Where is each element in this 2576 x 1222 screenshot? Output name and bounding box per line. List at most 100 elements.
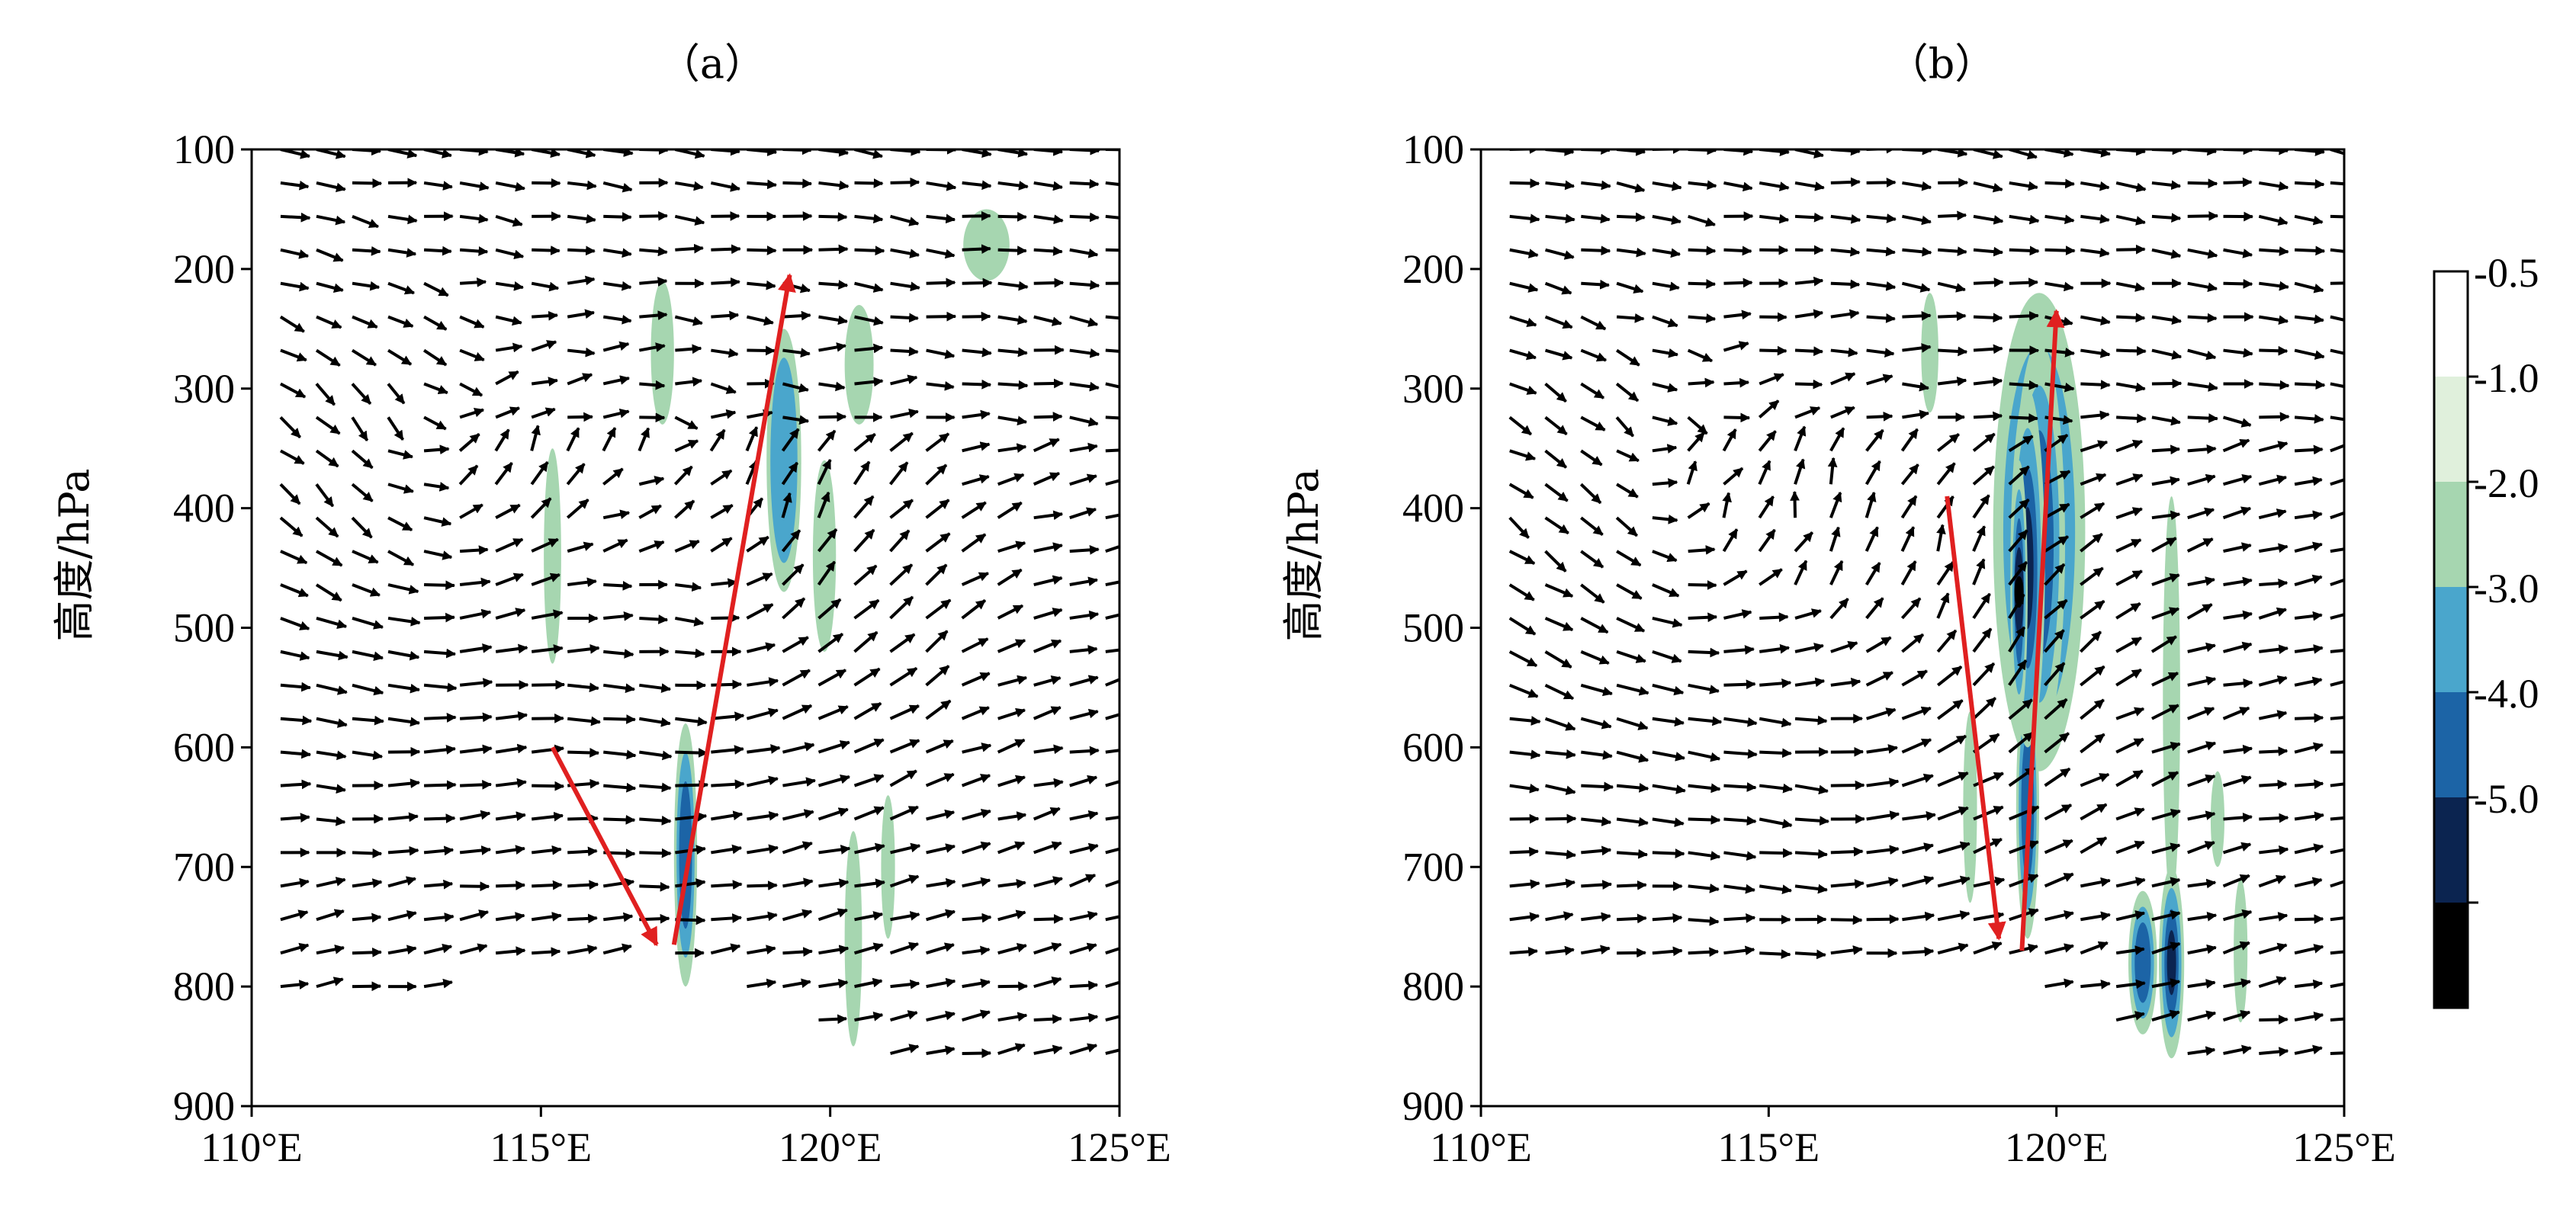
wind-vector [602, 248, 632, 258]
wind-vector [1830, 780, 1865, 791]
contour-area [2166, 930, 2176, 996]
wind-vector [889, 805, 919, 821]
wind-vector [280, 649, 310, 661]
colorbar-label: -1.0 [2474, 355, 2539, 401]
wind-vector [387, 812, 419, 823]
wind-vector [2294, 281, 2324, 293]
wind-vector [495, 946, 526, 957]
wind-vector [1688, 750, 1721, 762]
wind-vector [638, 504, 662, 519]
wind-vector [2223, 576, 2253, 587]
wind-vector [423, 315, 448, 331]
wind-vector [1973, 181, 2003, 193]
wind-vector [2223, 1044, 2252, 1055]
wind-vector [997, 675, 1028, 687]
wind-vector [2080, 348, 2111, 358]
wind-vector [2187, 473, 2216, 486]
wind-vector [854, 178, 884, 188]
wind-vector [495, 214, 523, 227]
wind-vector [423, 745, 457, 755]
wind-vector [745, 426, 759, 452]
wind-vector [1652, 444, 1678, 454]
wind-vector [2150, 537, 2177, 553]
wind-vector [1069, 315, 1099, 327]
wind-vector [460, 881, 490, 892]
wind-vector [1866, 348, 1895, 358]
wind-vector [1616, 181, 1646, 193]
wind-vector [854, 245, 885, 256]
wind-vector [1829, 598, 1849, 620]
wind-vector [997, 639, 1026, 653]
wind-vector [531, 912, 562, 922]
wind-vector [1508, 483, 1534, 499]
wind-vector [2294, 877, 2323, 888]
wind-vector [1616, 750, 1649, 763]
wind-vector [926, 843, 956, 855]
wind-vector [2044, 767, 2071, 787]
wind-vector [997, 473, 1025, 486]
wind-vector [2295, 245, 2326, 256]
wind-vector [1794, 379, 1823, 390]
wind-vector [316, 717, 348, 728]
wind-vector [1033, 942, 1062, 955]
y-tick-label: 100 [1402, 127, 1464, 172]
wind-vector [997, 841, 1026, 855]
wind-vector [1069, 746, 1100, 756]
wind-vector [746, 535, 769, 553]
wind-vector [567, 373, 593, 386]
wind-vector [997, 415, 1028, 426]
wind-vector [674, 439, 699, 453]
wind-vector [1580, 315, 1607, 331]
wind-vector [459, 744, 493, 755]
wind-vector [1901, 281, 1931, 293]
wind-vector [782, 877, 814, 888]
wind-vector [1105, 382, 1119, 389]
wind-vector [1972, 627, 1993, 653]
wind-vector [2115, 877, 2146, 888]
wind-vector [2080, 877, 2111, 888]
wind-vector [1580, 617, 1609, 634]
wind-vector [1759, 884, 1793, 895]
wind-vector [1794, 848, 1829, 859]
wind-vector [424, 612, 456, 623]
wind-vector [1652, 181, 1682, 191]
wind-vector [817, 908, 848, 922]
wind-vector [2187, 444, 2217, 454]
wind-vector [459, 181, 490, 191]
wind-vector [2150, 635, 2177, 653]
wind-vector [1069, 248, 1099, 258]
wind-vector [997, 707, 1026, 720]
wind-vector [2258, 607, 2287, 620]
wind-vector [1758, 399, 1780, 419]
wind-vector [387, 281, 416, 295]
wind-vector [746, 603, 774, 620]
wind-vector [423, 912, 454, 922]
wind-vector [316, 877, 346, 888]
wind-vector [531, 845, 562, 855]
wind-vector [2259, 746, 2289, 756]
wind-vector [747, 677, 779, 687]
wind-vector [1033, 510, 1064, 521]
wind-vector [1509, 315, 1537, 328]
wind-vector [1544, 348, 1573, 361]
wind-vector [1033, 807, 1061, 821]
wind-vector [890, 911, 920, 922]
wind-vector [962, 244, 991, 255]
wind-vector [2115, 910, 2146, 922]
highlight-arrow-1 [550, 746, 659, 947]
panel-a-axes: 110°E 115°E 120°E 125°E 100 200 300 400 500 600 70… [173, 127, 1171, 1170]
wind-vector [889, 529, 911, 553]
wind-vector [711, 613, 740, 623]
wind-vector [280, 180, 310, 191]
wind-vector [1901, 706, 1932, 720]
wind-vector [495, 370, 519, 386]
wind-vector [1830, 640, 1858, 653]
wind-vector [280, 682, 312, 692]
wind-vector [1794, 458, 1806, 485]
wind-vector [567, 644, 600, 654]
wind-vector [2115, 214, 2146, 226]
wind-vector [2115, 439, 2144, 453]
wind-vector [674, 315, 703, 326]
x-tick-label: 125°E [1068, 1124, 1171, 1170]
wind-vector [280, 779, 312, 790]
